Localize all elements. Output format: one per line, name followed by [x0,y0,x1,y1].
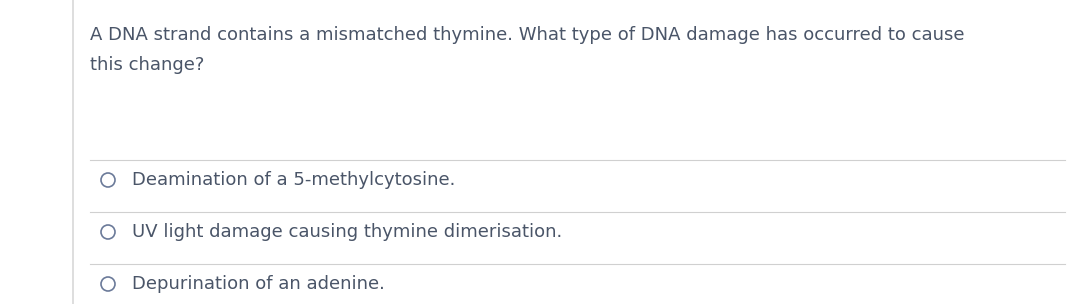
Text: Depurination of an adenine.: Depurination of an adenine. [132,275,384,293]
Text: A DNA strand contains a mismatched thymine. What type of DNA damage has occurred: A DNA strand contains a mismatched thymi… [90,26,964,44]
Text: Deamination of a 5-methylcytosine.: Deamination of a 5-methylcytosine. [132,171,456,189]
Text: this change?: this change? [90,56,204,74]
Text: UV light damage causing thymine dimerisation.: UV light damage causing thymine dimerisa… [132,223,563,241]
